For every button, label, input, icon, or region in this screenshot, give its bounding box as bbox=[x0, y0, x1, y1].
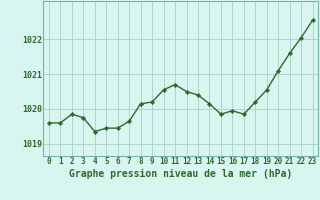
X-axis label: Graphe pression niveau de la mer (hPa): Graphe pression niveau de la mer (hPa) bbox=[69, 169, 292, 179]
